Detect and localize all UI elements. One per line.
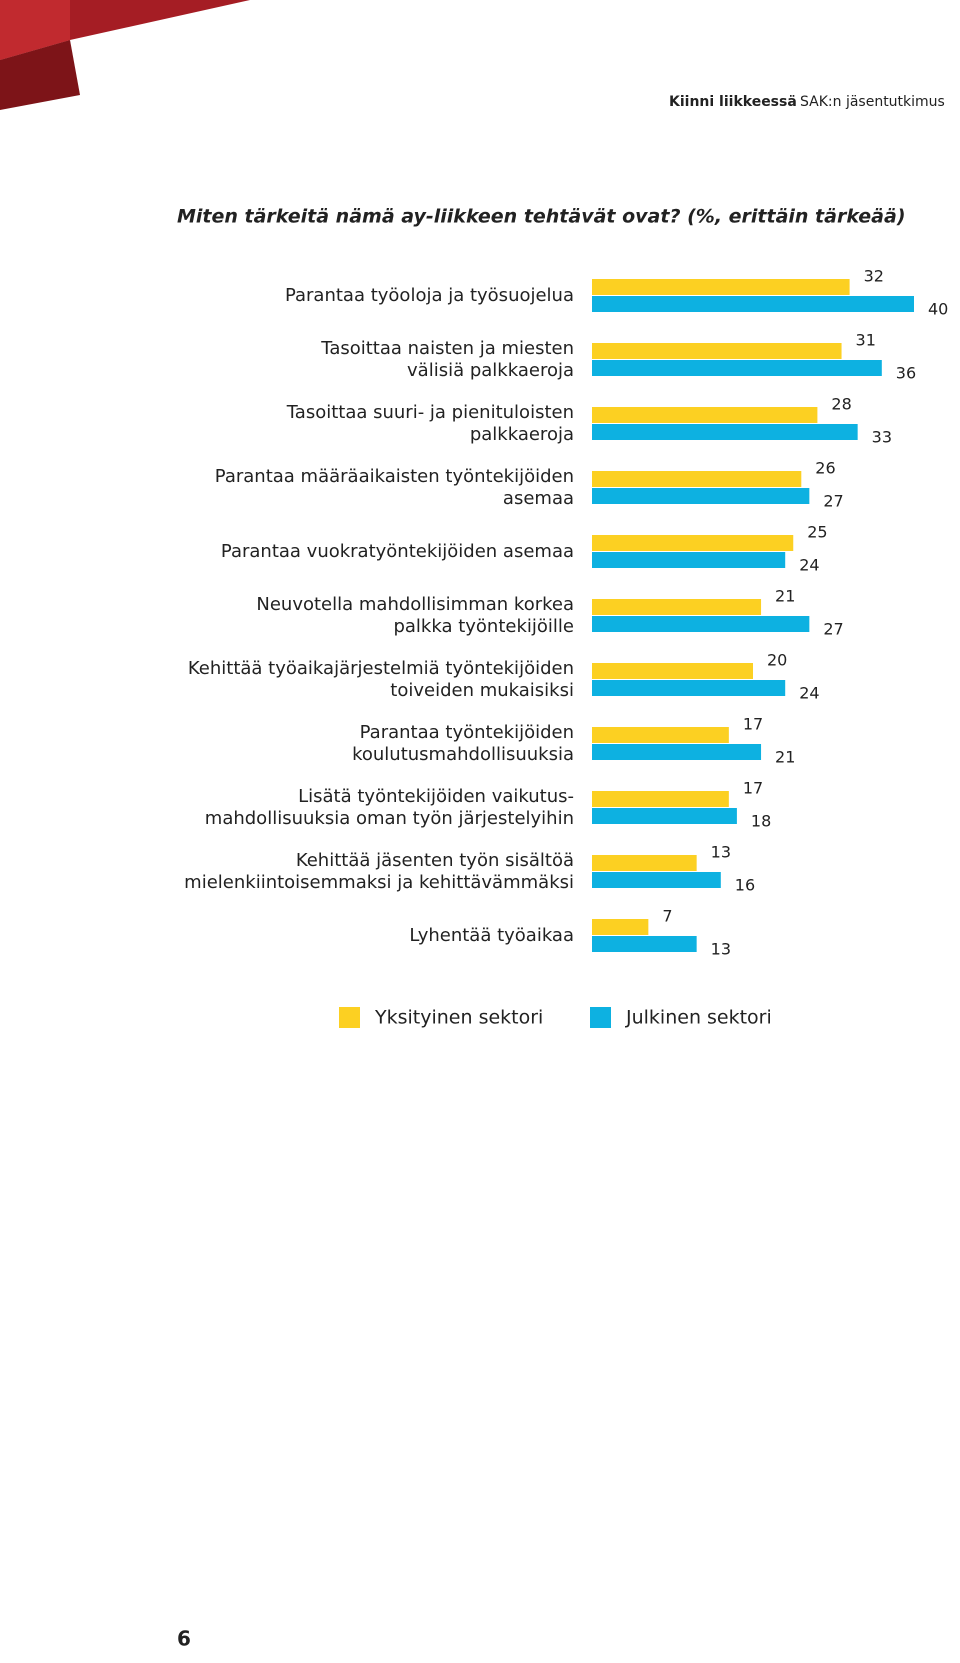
bar: [592, 808, 737, 824]
bar: [592, 535, 794, 551]
value-label: 40: [928, 300, 948, 319]
bar: [592, 727, 729, 743]
bar: [592, 936, 697, 952]
legend-label: Yksityinen sektori: [374, 1007, 543, 1029]
bar: [592, 680, 786, 696]
value-label: 27: [823, 620, 843, 639]
category-label: Tasoittaa suuri- ja pienituloisten palkk…: [286, 402, 574, 445]
category-label: Neuvotella mahdollisimman korkea palkka …: [256, 594, 574, 637]
bar: [592, 872, 721, 888]
value-label: 13: [711, 940, 731, 959]
value-label: 26: [815, 459, 835, 478]
bar: [592, 744, 762, 760]
bar: [592, 616, 810, 632]
bar: [592, 663, 753, 679]
value-label: 24: [799, 556, 819, 575]
header-section: Kiinni liikkeessä: [669, 94, 797, 110]
value-label: 27: [823, 492, 843, 511]
bar: [592, 488, 810, 504]
value-label: 24: [799, 684, 819, 703]
category-label: Parantaa määräaikaisten työntekijöiden a…: [214, 466, 574, 509]
bar: [592, 791, 729, 807]
value-label: 17: [743, 779, 763, 798]
category-label: Parantaa työoloja ja työsuojelua: [284, 285, 574, 306]
value-label: 25: [807, 523, 827, 542]
bar: [592, 343, 842, 359]
category-label: Lyhentää työaikaa: [409, 925, 574, 946]
bar: [592, 360, 882, 376]
bar: [592, 855, 697, 871]
value-label: 31: [856, 331, 876, 350]
corner-decoration: [0, 40, 80, 110]
value-label: 20: [767, 651, 787, 670]
value-label: 16: [735, 876, 755, 895]
category-label: Parantaa vuokratyöntekijöiden asemaa: [220, 541, 574, 562]
value-label: 21: [775, 587, 795, 606]
legend-label: Julkinen sektori: [625, 1007, 772, 1029]
bar: [592, 424, 858, 440]
bar: [592, 919, 649, 935]
header-publication: SAK:n jäsentutkimus: [800, 94, 945, 110]
value-label: 17: [743, 715, 763, 734]
value-label: 32: [864, 267, 884, 286]
value-label: 18: [751, 812, 771, 831]
chart-title: Miten tärkeitä nämä ay-liikkeen tehtävät…: [177, 206, 906, 228]
value-label: 21: [775, 748, 795, 767]
category-label: Parantaa työntekijöiden koulutusmahdolli…: [352, 722, 574, 765]
bar: [592, 279, 850, 295]
category-label: Lisätä työntekijöiden vaikutus- mahdolli…: [204, 786, 574, 829]
value-label: 13: [711, 843, 731, 862]
page-number: 6: [177, 1627, 191, 1651]
bar: [592, 471, 802, 487]
value-label: 36: [896, 364, 916, 383]
bar: [592, 296, 914, 312]
value-label: 7: [662, 907, 672, 926]
legend-swatch: [590, 1007, 611, 1028]
corner-decoration: [0, 0, 70, 60]
legend-swatch: [339, 1007, 360, 1028]
value-label: 28: [831, 395, 851, 414]
bar: [592, 599, 762, 615]
category-label: Kehittää työaikajärjestelmiä työntekijöi…: [187, 658, 574, 701]
category-label: Kehittää jäsenten työn sisältöä mielenki…: [184, 850, 574, 893]
bar: [592, 407, 818, 423]
bar: [592, 552, 786, 568]
category-label: Tasoittaa naisten ja miesten välisiä pal…: [321, 338, 574, 381]
value-label: 33: [872, 428, 892, 447]
